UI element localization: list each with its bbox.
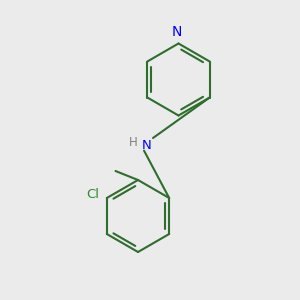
Text: Cl: Cl <box>86 188 99 202</box>
Text: N: N <box>172 25 182 39</box>
Text: H: H <box>128 136 137 149</box>
Text: N: N <box>142 139 152 152</box>
